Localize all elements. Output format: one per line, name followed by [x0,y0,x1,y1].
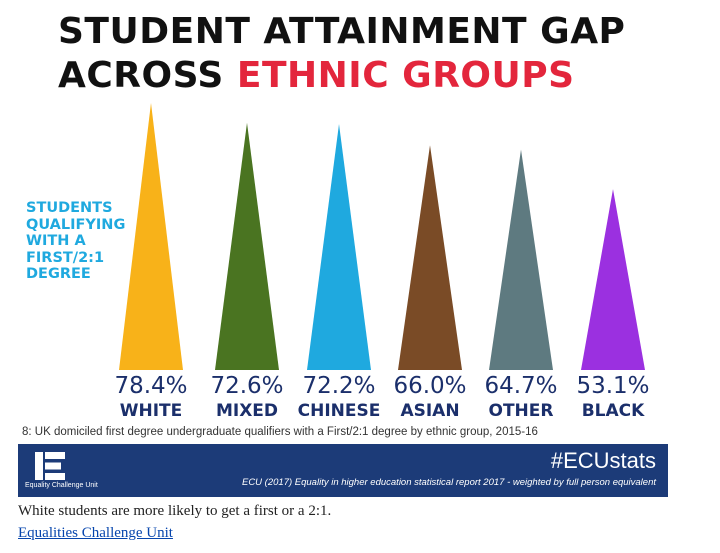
triangle-bar-chart: 78.4%WHITE 72.6%MIXED 72.2%CHINESE 66.0%ASI… [114,103,650,421]
bar-other [489,149,553,370]
y-axis-label: STUDENTS QUALIFYING WITH A FIRST/2:1 DEG… [26,200,126,282]
chart-title-black-part: ACROSS [58,55,237,96]
category-label-white: WHITE [120,401,183,421]
category-label-black: BLACK [582,401,645,421]
article-caption: White students are more likely to get a … [18,503,332,519]
chart-title-line-1: STUDENT ATTAINMENT GAP [58,11,626,52]
value-label-chinese: 72.2% [302,373,375,399]
category-label-asian: ASIAN [400,401,459,421]
chart-title-line-2: ACROSS ETHNIC GROUPS [58,56,575,96]
credit-link[interactable]: Equalities Challenge Unit [18,525,173,541]
figure-caption: 8: UK domiciled first degree undergradua… [22,426,538,438]
value-label-black: 53.1% [576,373,649,399]
category-label-other: OTHER [489,401,554,421]
value-label-asian: 66.0% [393,373,466,399]
source-note: ECU (2017) Equality in higher education … [241,477,656,488]
bar-chinese [307,124,371,370]
infographic: STUDENT ATTAINMENT GAP ACROSS ETHNIC GRO… [18,0,668,497]
bar-mixed [215,122,279,370]
category-label-chinese: CHINESE [298,401,381,421]
value-label-mixed: 72.6% [210,373,283,399]
value-label-other: 64.7% [484,373,557,399]
logo-text: Equality Challenge Unit [25,482,98,489]
bar-white [119,103,183,370]
hashtag: #ECUstats [550,448,656,473]
bar-asian [398,145,462,370]
category-label-mixed: MIXED [216,401,278,421]
bar-black [581,189,645,370]
footer-banner: Equality Challenge Unit #ECUstats ECU (2… [18,444,668,497]
value-label-white: 78.4% [114,373,187,399]
chart-title-red-part: ETHNIC GROUPS [236,55,575,96]
ecu-logo-icon [35,452,65,480]
